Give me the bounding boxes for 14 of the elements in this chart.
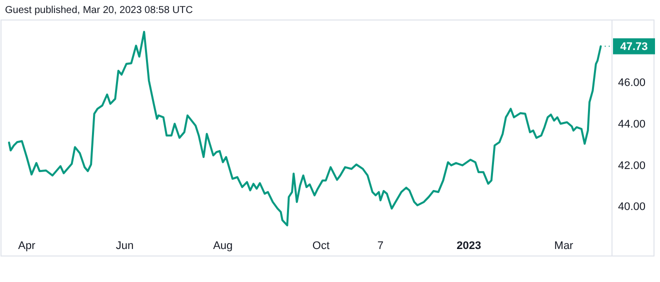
- x-tick-label: Oct: [312, 240, 330, 252]
- x-tick-label: 7: [377, 240, 384, 252]
- x-tick-label: Mar: [554, 240, 574, 252]
- y-tick-label: 44.00: [618, 118, 646, 130]
- x-tick-label: 2023: [456, 240, 482, 252]
- x-tick-label: Jun: [116, 240, 134, 252]
- x-tick-label: Aug: [213, 240, 233, 252]
- y-tick-label: 46.00: [618, 76, 646, 89]
- line-series: [8, 30, 602, 226]
- annotation: 47.73: [620, 41, 648, 54]
- y-tick-label: 40.00: [618, 201, 646, 214]
- chart-title: Guest published, Mar 20, 2023 08:58 UTC: [5, 5, 193, 16]
- y-tick-label: 42.00: [618, 160, 646, 172]
- x-tick-label: Apr: [18, 240, 36, 252]
